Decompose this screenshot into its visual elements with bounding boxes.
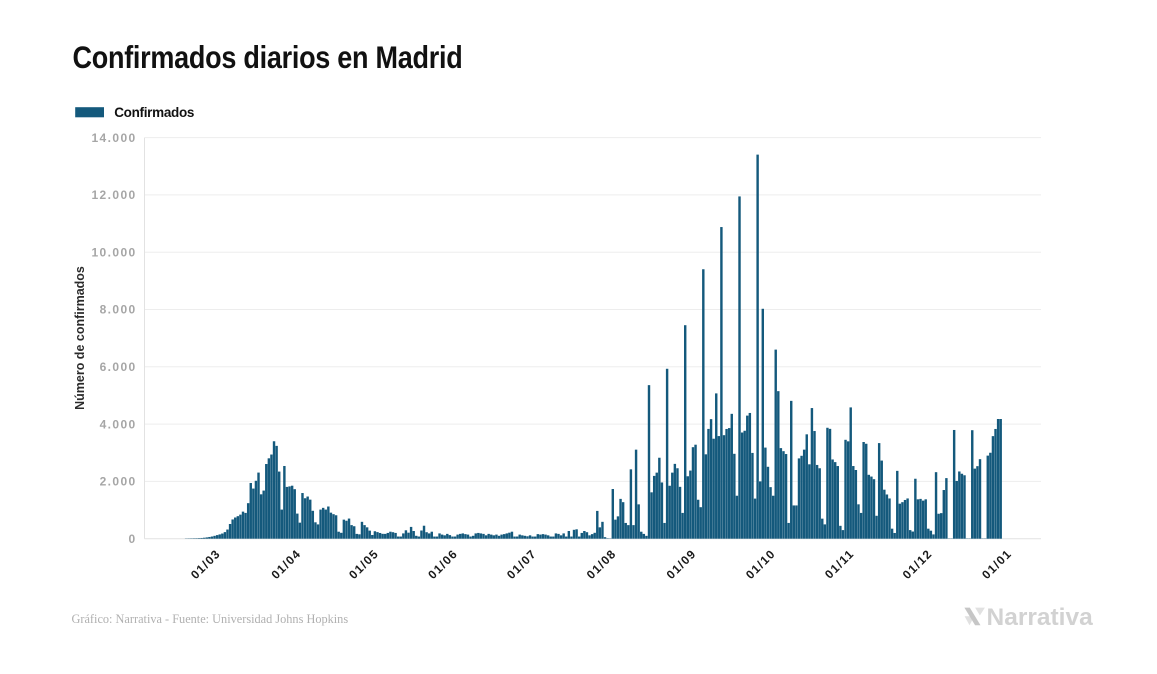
- svg-text:8.000: 8.000: [100, 303, 137, 317]
- svg-text:10.000: 10.000: [91, 245, 136, 259]
- svg-text:12.000: 12.000: [91, 188, 136, 202]
- svg-text:14.000: 14.000: [91, 131, 136, 145]
- svg-text:4.000: 4.000: [100, 417, 137, 431]
- svg-text:Narrativa: Narrativa: [987, 604, 1094, 631]
- svg-text:6.000: 6.000: [100, 360, 137, 374]
- svg-text:2.000: 2.000: [100, 475, 137, 489]
- svg-text:Número de confirmados: Número de confirmados: [73, 266, 87, 410]
- svg-text:0: 0: [129, 532, 137, 546]
- svg-text:Gráfico: Narrativa - Fuente: U: Gráfico: Narrativa - Fuente: Universidad…: [72, 612, 349, 626]
- svg-text:Confirmados diarios en Madrid: Confirmados diarios en Madrid: [73, 40, 463, 75]
- svg-text:Confirmados: Confirmados: [114, 105, 194, 120]
